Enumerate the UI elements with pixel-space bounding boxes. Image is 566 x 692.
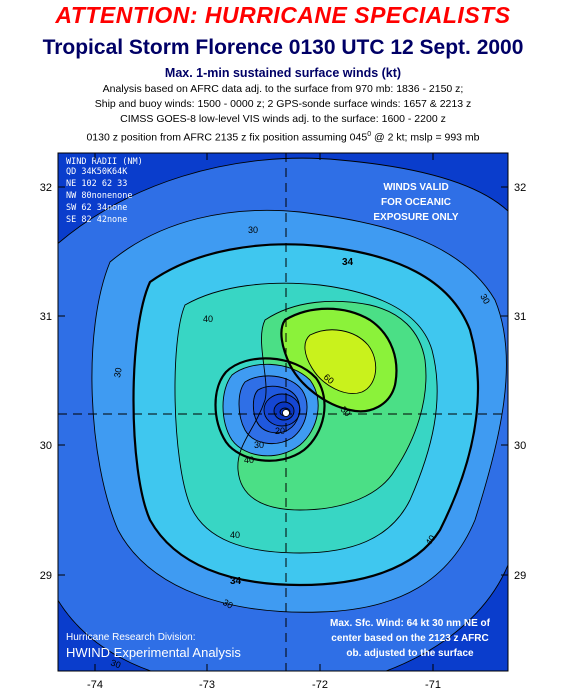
wind-radii-title: WIND RADII (NM): [66, 157, 143, 167]
contour-label: 30: [221, 597, 235, 611]
core-contour-c: [252, 385, 300, 434]
wind-radii-row: SE 82 42none: [66, 215, 127, 225]
winds-valid-line: EXPOSURE ONLY: [373, 212, 459, 223]
winds-valid-line: WINDS VALID: [383, 182, 448, 193]
plot-frame: [57, 152, 509, 672]
contour-label: 30: [248, 225, 258, 235]
contour-label: 30: [478, 292, 492, 306]
band-max: [304, 329, 376, 394]
lon-tick-label: -72: [312, 679, 328, 691]
lat-tick-label: 32: [514, 182, 526, 194]
contour-30-outer: [91, 209, 507, 613]
lon-tick-label: -74: [87, 679, 103, 691]
wind-radii-table: WIND RADII (NM) QD 34K50K64K NE 102 62 3…: [66, 157, 143, 225]
contour-lines: [58, 157, 508, 671]
lon-tick-labels: -74 -73 -72 -71: [87, 679, 441, 691]
wind-radii-header: QD 34K50K64K: [66, 167, 128, 177]
ship-buoy-info-line: Ship and buoy winds: 1500 - 0000 z; 2 GP…: [94, 98, 472, 110]
contour-label: 30: [254, 440, 264, 450]
max-wind-line: Max. Sfc. Wind: 64 kt 30 nm NE of: [330, 618, 491, 629]
max-wind-note: Max. Sfc. Wind: 64 kt 30 nm NE of center…: [330, 618, 491, 659]
contour-label: 40: [423, 533, 437, 547]
contour-50: [237, 300, 427, 511]
core-contour-b: [238, 375, 308, 445]
wind-radii-row: NE 102 62 33: [66, 179, 127, 189]
max-wind-line: ob. adjusted to the surface: [346, 648, 474, 659]
position-info-line: 0130 z position from AFRC 2135 z fix pos…: [0, 131, 566, 144]
lat-tick-label: 31: [40, 311, 52, 323]
lat-tick-label: 32: [40, 182, 52, 194]
core-contour-e: [273, 401, 295, 421]
degree-superscript: 0: [367, 131, 372, 138]
winds-valid-line: FOR OCEANIC: [381, 197, 451, 208]
storm-center-marker: [282, 409, 290, 417]
contour-label: 34: [342, 257, 354, 268]
contour-60: [304, 329, 377, 394]
core-contour-d: [263, 393, 301, 427]
contour-34-inner: [280, 307, 398, 413]
contour-34-core: [214, 357, 326, 462]
contour-label-group: 30 30 30 30 30 34 34 40 40 40 40 50 60 2…: [109, 225, 492, 670]
lon-tick-label: -73: [199, 679, 215, 691]
contour-20-outer: [58, 157, 508, 671]
contour-label: 60: [322, 372, 336, 386]
contour-34: [132, 243, 480, 587]
position-text-end: @ 2 kt; mslp = 993 mb: [371, 131, 480, 144]
position-text: 0130 z position from AFRC 2135 z fix pos…: [86, 131, 368, 144]
wind-contour-field: [58, 153, 508, 671]
lat-tick-label: 29: [40, 570, 52, 582]
contour-40: [174, 282, 438, 554]
lat-tick-label: 30: [514, 440, 526, 452]
contour-label: 40: [203, 314, 213, 324]
lat-tick-label: 30: [40, 440, 52, 452]
core-contour-a: [222, 363, 319, 457]
contour-label: 30: [112, 367, 124, 379]
contour-label: 30: [109, 657, 122, 670]
lat-tick-labels-left: 32 31 30 29: [40, 182, 52, 582]
subtitle: Max. 1-min sustained surface winds (kt): [164, 66, 402, 80]
wind-radii-row: SW 62 34none: [66, 203, 127, 213]
attention-banner: ATTENTION: HURRICANE SPECIALISTS: [55, 2, 511, 28]
lat-tick-label: 29: [514, 570, 526, 582]
wind-radii-row: NW 80nonenone: [66, 191, 133, 201]
contour-label: 34: [230, 576, 242, 587]
max-wind-line: center based on the 2123 z AFRC: [331, 633, 488, 644]
analysis-info-line: Analysis based on AFRC data adj. to the …: [102, 83, 464, 95]
contour-label: 40: [230, 530, 240, 540]
contour-label: 20: [275, 426, 285, 436]
contour-label: 40: [244, 455, 254, 465]
lat-tick-label: 31: [514, 311, 526, 323]
winds-valid-note: WINDS VALID FOR OCEANIC EXPOSURE ONLY: [373, 182, 459, 223]
axis-ticks: [58, 153, 508, 671]
page-title: Tropical Storm Florence 0130 UTC 12 Sept…: [42, 36, 524, 59]
hwind-credit: HWIND Experimental Analysis: [66, 645, 241, 660]
lat-tick-labels-right: 32 31 30 29: [514, 182, 526, 582]
cimss-info-line: CIMSS GOES-8 low-level VIS winds adj. to…: [120, 113, 446, 125]
hrd-credit: Hurricane Research Division:: [66, 632, 196, 643]
lon-tick-label: -71: [425, 679, 441, 691]
